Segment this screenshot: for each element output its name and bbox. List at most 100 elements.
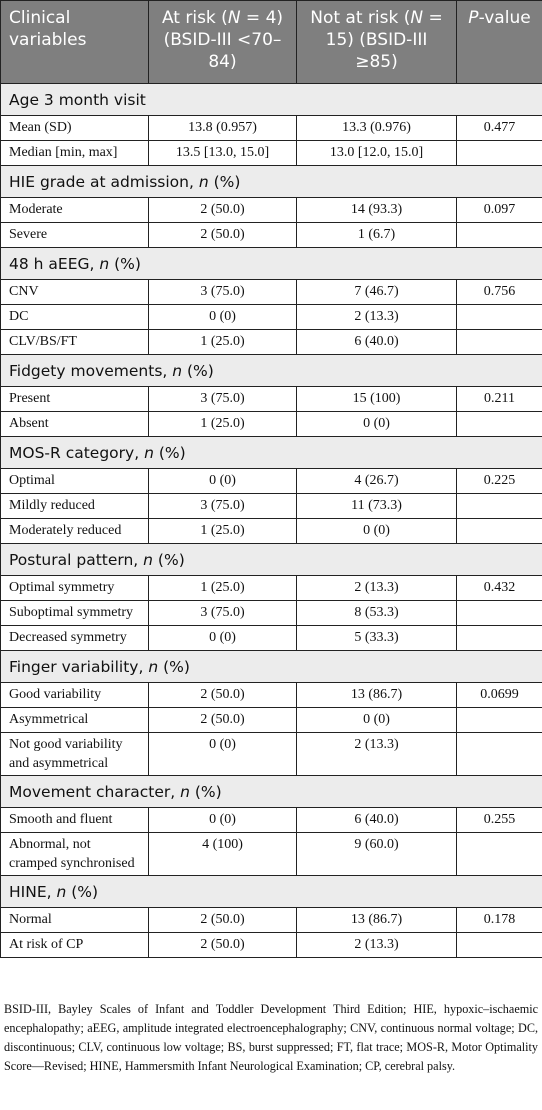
section-row: HIE grade at admission, n (%) xyxy=(0,165,542,198)
p-value xyxy=(456,932,542,958)
row-label: Suboptimal symmetry xyxy=(0,600,149,626)
p-value xyxy=(456,222,542,248)
table-row: Mildly reduced 3 (75.0) 11 (73.3) xyxy=(0,493,542,519)
table-row: Present 3 (75.0) 15 (100) 0.211 xyxy=(0,386,542,412)
not-at-risk-value: 5 (33.3) xyxy=(296,625,457,651)
at-risk-value: 0 (0) xyxy=(148,468,297,494)
at-risk-value: 13.5 [13.0, 15.0] xyxy=(148,140,297,166)
table-body: Age 3 month visit Mean (SD) 13.8 (0.957) 13… xyxy=(0,83,542,958)
table-row: Severe 2 (50.0) 1 (6.7) xyxy=(0,222,542,248)
at-risk-value: 2 (50.0) xyxy=(148,222,297,248)
at-risk-value: 3 (75.0) xyxy=(148,386,297,412)
section-title: 48 h aEEG, n (%) xyxy=(0,247,542,280)
section-row: Fidgety movements, n (%) xyxy=(0,354,542,387)
row-label: Smooth and fluent xyxy=(0,807,149,833)
not-at-risk-value: 9 (60.0) xyxy=(296,832,457,876)
at-risk-value: 3 (75.0) xyxy=(148,279,297,305)
at-risk-value: 0 (0) xyxy=(148,304,297,330)
at-risk-value: 13.8 (0.957) xyxy=(148,115,297,141)
table-row: Mean (SD) 13.8 (0.957) 13.3 (0.976) 0.477 xyxy=(0,115,542,141)
table-row: Moderate 2 (50.0) 14 (93.3) 0.097 xyxy=(0,197,542,223)
p-value: 0.178 xyxy=(456,907,542,933)
row-label: Not good variability and asymmetrical xyxy=(0,732,149,776)
table-row: Normal 2 (50.0) 13 (86.7) 0.178 xyxy=(0,907,542,933)
not-at-risk-value: 13 (86.7) xyxy=(296,907,457,933)
table-row: Abnormal, not cramped synchronised 4 (100… xyxy=(0,832,542,876)
p-value: 0.097 xyxy=(456,197,542,223)
p-value: 0.255 xyxy=(456,807,542,833)
row-label: Median [min, max] xyxy=(0,140,149,166)
section-row: Age 3 month visit xyxy=(0,83,542,116)
table-row: Suboptimal symmetry 3 (75.0) 8 (53.3) xyxy=(0,600,542,626)
header-at-risk: At risk (N = 4) (BSID-III <70–84) xyxy=(148,0,297,84)
not-at-risk-value: 2 (13.3) xyxy=(296,575,457,601)
at-risk-value: 2 (50.0) xyxy=(148,707,297,733)
p-value xyxy=(456,304,542,330)
section-row: Finger variability, n (%) xyxy=(0,650,542,683)
section-row: Movement character, n (%) xyxy=(0,775,542,808)
p-value: 0.0699 xyxy=(456,682,542,708)
p-value: 0.756 xyxy=(456,279,542,305)
not-at-risk-value: 2 (13.3) xyxy=(296,304,457,330)
section-row: Postural pattern, n (%) xyxy=(0,543,542,576)
p-value xyxy=(456,411,542,437)
at-risk-value: 2 (50.0) xyxy=(148,682,297,708)
p-value xyxy=(456,732,542,776)
section-row: 48 h aEEG, n (%) xyxy=(0,247,542,280)
section-title: Postural pattern, n (%) xyxy=(0,543,542,576)
not-at-risk-value: 0 (0) xyxy=(296,518,457,544)
at-risk-value: 0 (0) xyxy=(148,807,297,833)
at-risk-value: 1 (25.0) xyxy=(148,575,297,601)
row-label: Decreased symmetry xyxy=(0,625,149,651)
section-title: Finger variability, n (%) xyxy=(0,650,542,683)
row-label: Asymmetrical xyxy=(0,707,149,733)
section-title: Movement character, n (%) xyxy=(0,775,542,808)
row-label: Normal xyxy=(0,907,149,933)
not-at-risk-value: 0 (0) xyxy=(296,411,457,437)
at-risk-value: 0 (0) xyxy=(148,732,297,776)
at-risk-value: 2 (50.0) xyxy=(148,932,297,958)
table-header-row: Clinical variables At risk (N = 4) (BSID… xyxy=(0,0,542,84)
header-not-at-risk: Not at risk (N = 15) (BSID-III ≥85) xyxy=(296,0,457,84)
table-row: Optimal 0 (0) 4 (26.7) 0.225 xyxy=(0,468,542,494)
table-row: DC 0 (0) 2 (13.3) xyxy=(0,304,542,330)
p-value xyxy=(456,625,542,651)
not-at-risk-value: 6 (40.0) xyxy=(296,329,457,355)
p-value xyxy=(456,493,542,519)
table-row: Absent 1 (25.0) 0 (0) xyxy=(0,411,542,437)
section-row: MOS-R category, n (%) xyxy=(0,436,542,469)
row-label: Abnormal, not cramped synchronised xyxy=(0,832,149,876)
section-title: HIE grade at admission, n (%) xyxy=(0,165,542,198)
section-title: HINE, n (%) xyxy=(0,875,542,908)
row-label: Good variability xyxy=(0,682,149,708)
p-value xyxy=(456,832,542,876)
not-at-risk-value: 7 (46.7) xyxy=(296,279,457,305)
table-row: Asymmetrical 2 (50.0) 0 (0) xyxy=(0,707,542,733)
table-row: CLV/BS/FT 1 (25.0) 6 (40.0) xyxy=(0,329,542,355)
not-at-risk-value: 13.0 [12.0, 15.0] xyxy=(296,140,457,166)
table-row: Optimal symmetry 1 (25.0) 2 (13.3) 0.432 xyxy=(0,575,542,601)
row-label: Moderately reduced xyxy=(0,518,149,544)
not-at-risk-value: 11 (73.3) xyxy=(296,493,457,519)
header-clinical-variables: Clinical variables xyxy=(0,0,149,84)
not-at-risk-value: 6 (40.0) xyxy=(296,807,457,833)
not-at-risk-value: 8 (53.3) xyxy=(296,600,457,626)
row-label: At risk of CP xyxy=(0,932,149,958)
table-row: At risk of CP 2 (50.0) 2 (13.3) xyxy=(0,932,542,958)
row-label: Present xyxy=(0,386,149,412)
table-row: Moderately reduced 1 (25.0) 0 (0) xyxy=(0,518,542,544)
section-title: Fidgety movements, n (%) xyxy=(0,354,542,387)
row-label: Optimal symmetry xyxy=(0,575,149,601)
section-title: MOS-R category, n (%) xyxy=(0,436,542,469)
at-risk-value: 2 (50.0) xyxy=(148,907,297,933)
at-risk-value: 1 (25.0) xyxy=(148,411,297,437)
not-at-risk-value: 15 (100) xyxy=(296,386,457,412)
section-title: Age 3 month visit xyxy=(0,83,542,116)
table-footnote: BSID-III, Bayley Scales of Infant and To… xyxy=(4,1002,538,1073)
row-label: Optimal xyxy=(0,468,149,494)
p-value: 0.477 xyxy=(456,115,542,141)
row-label: Mean (SD) xyxy=(0,115,149,141)
row-label: Moderate xyxy=(0,197,149,223)
header-p-value: P-value xyxy=(456,0,542,84)
at-risk-value: 4 (100) xyxy=(148,832,297,876)
